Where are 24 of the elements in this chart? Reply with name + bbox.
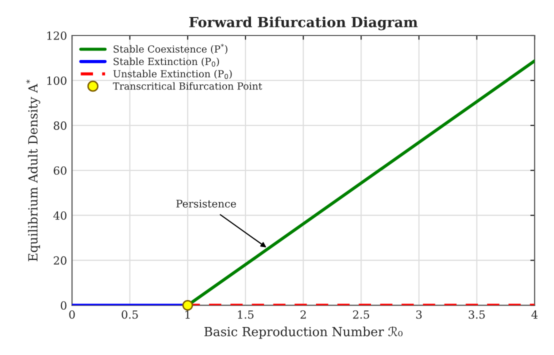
legend-label: Unstable Extinction (P$_{0}$) bbox=[113, 70, 232, 79]
x-tick-label: 3 bbox=[416, 310, 422, 319]
y-tick-label: 80 bbox=[54, 121, 66, 130]
x-axis-title: Basic Reproduction Number ℛ₀ bbox=[204, 326, 403, 339]
chart-title: Forward Bifurcation Diagram bbox=[189, 16, 418, 30]
legend-label: Stable Coexistence (P$^{*}$) bbox=[114, 44, 228, 54]
y-tick-label: 100 bbox=[47, 76, 66, 85]
y-tick-label: 0 bbox=[60, 301, 66, 310]
y-tick-label: 120 bbox=[47, 31, 66, 40]
y-tick-label: 40 bbox=[53, 211, 66, 220]
legend-label: Stable Extinction (P$_{0}$) bbox=[114, 58, 219, 67]
x-tick-label: 3.5 bbox=[468, 310, 485, 319]
x-tick-label: 2.5 bbox=[353, 310, 370, 319]
x-tick-label: 1.5 bbox=[238, 310, 254, 319]
x-tick-label: 1 bbox=[185, 310, 190, 319]
x-tick-label: 0 bbox=[69, 310, 75, 319]
y-axis-title: Equilibrium Adult Density A$^{*}$ bbox=[26, 80, 40, 262]
y-tick-label: 20 bbox=[54, 256, 66, 265]
x-tick-label: 2 bbox=[300, 310, 306, 319]
legend-label: Transcritical Bifurcation Point bbox=[112, 82, 262, 90]
annotation: Persistence bbox=[176, 200, 236, 208]
x-tick-label: 0.5 bbox=[122, 310, 138, 319]
y-tick-label: 60 bbox=[54, 166, 66, 175]
x-tick-label: 4 bbox=[531, 310, 538, 319]
